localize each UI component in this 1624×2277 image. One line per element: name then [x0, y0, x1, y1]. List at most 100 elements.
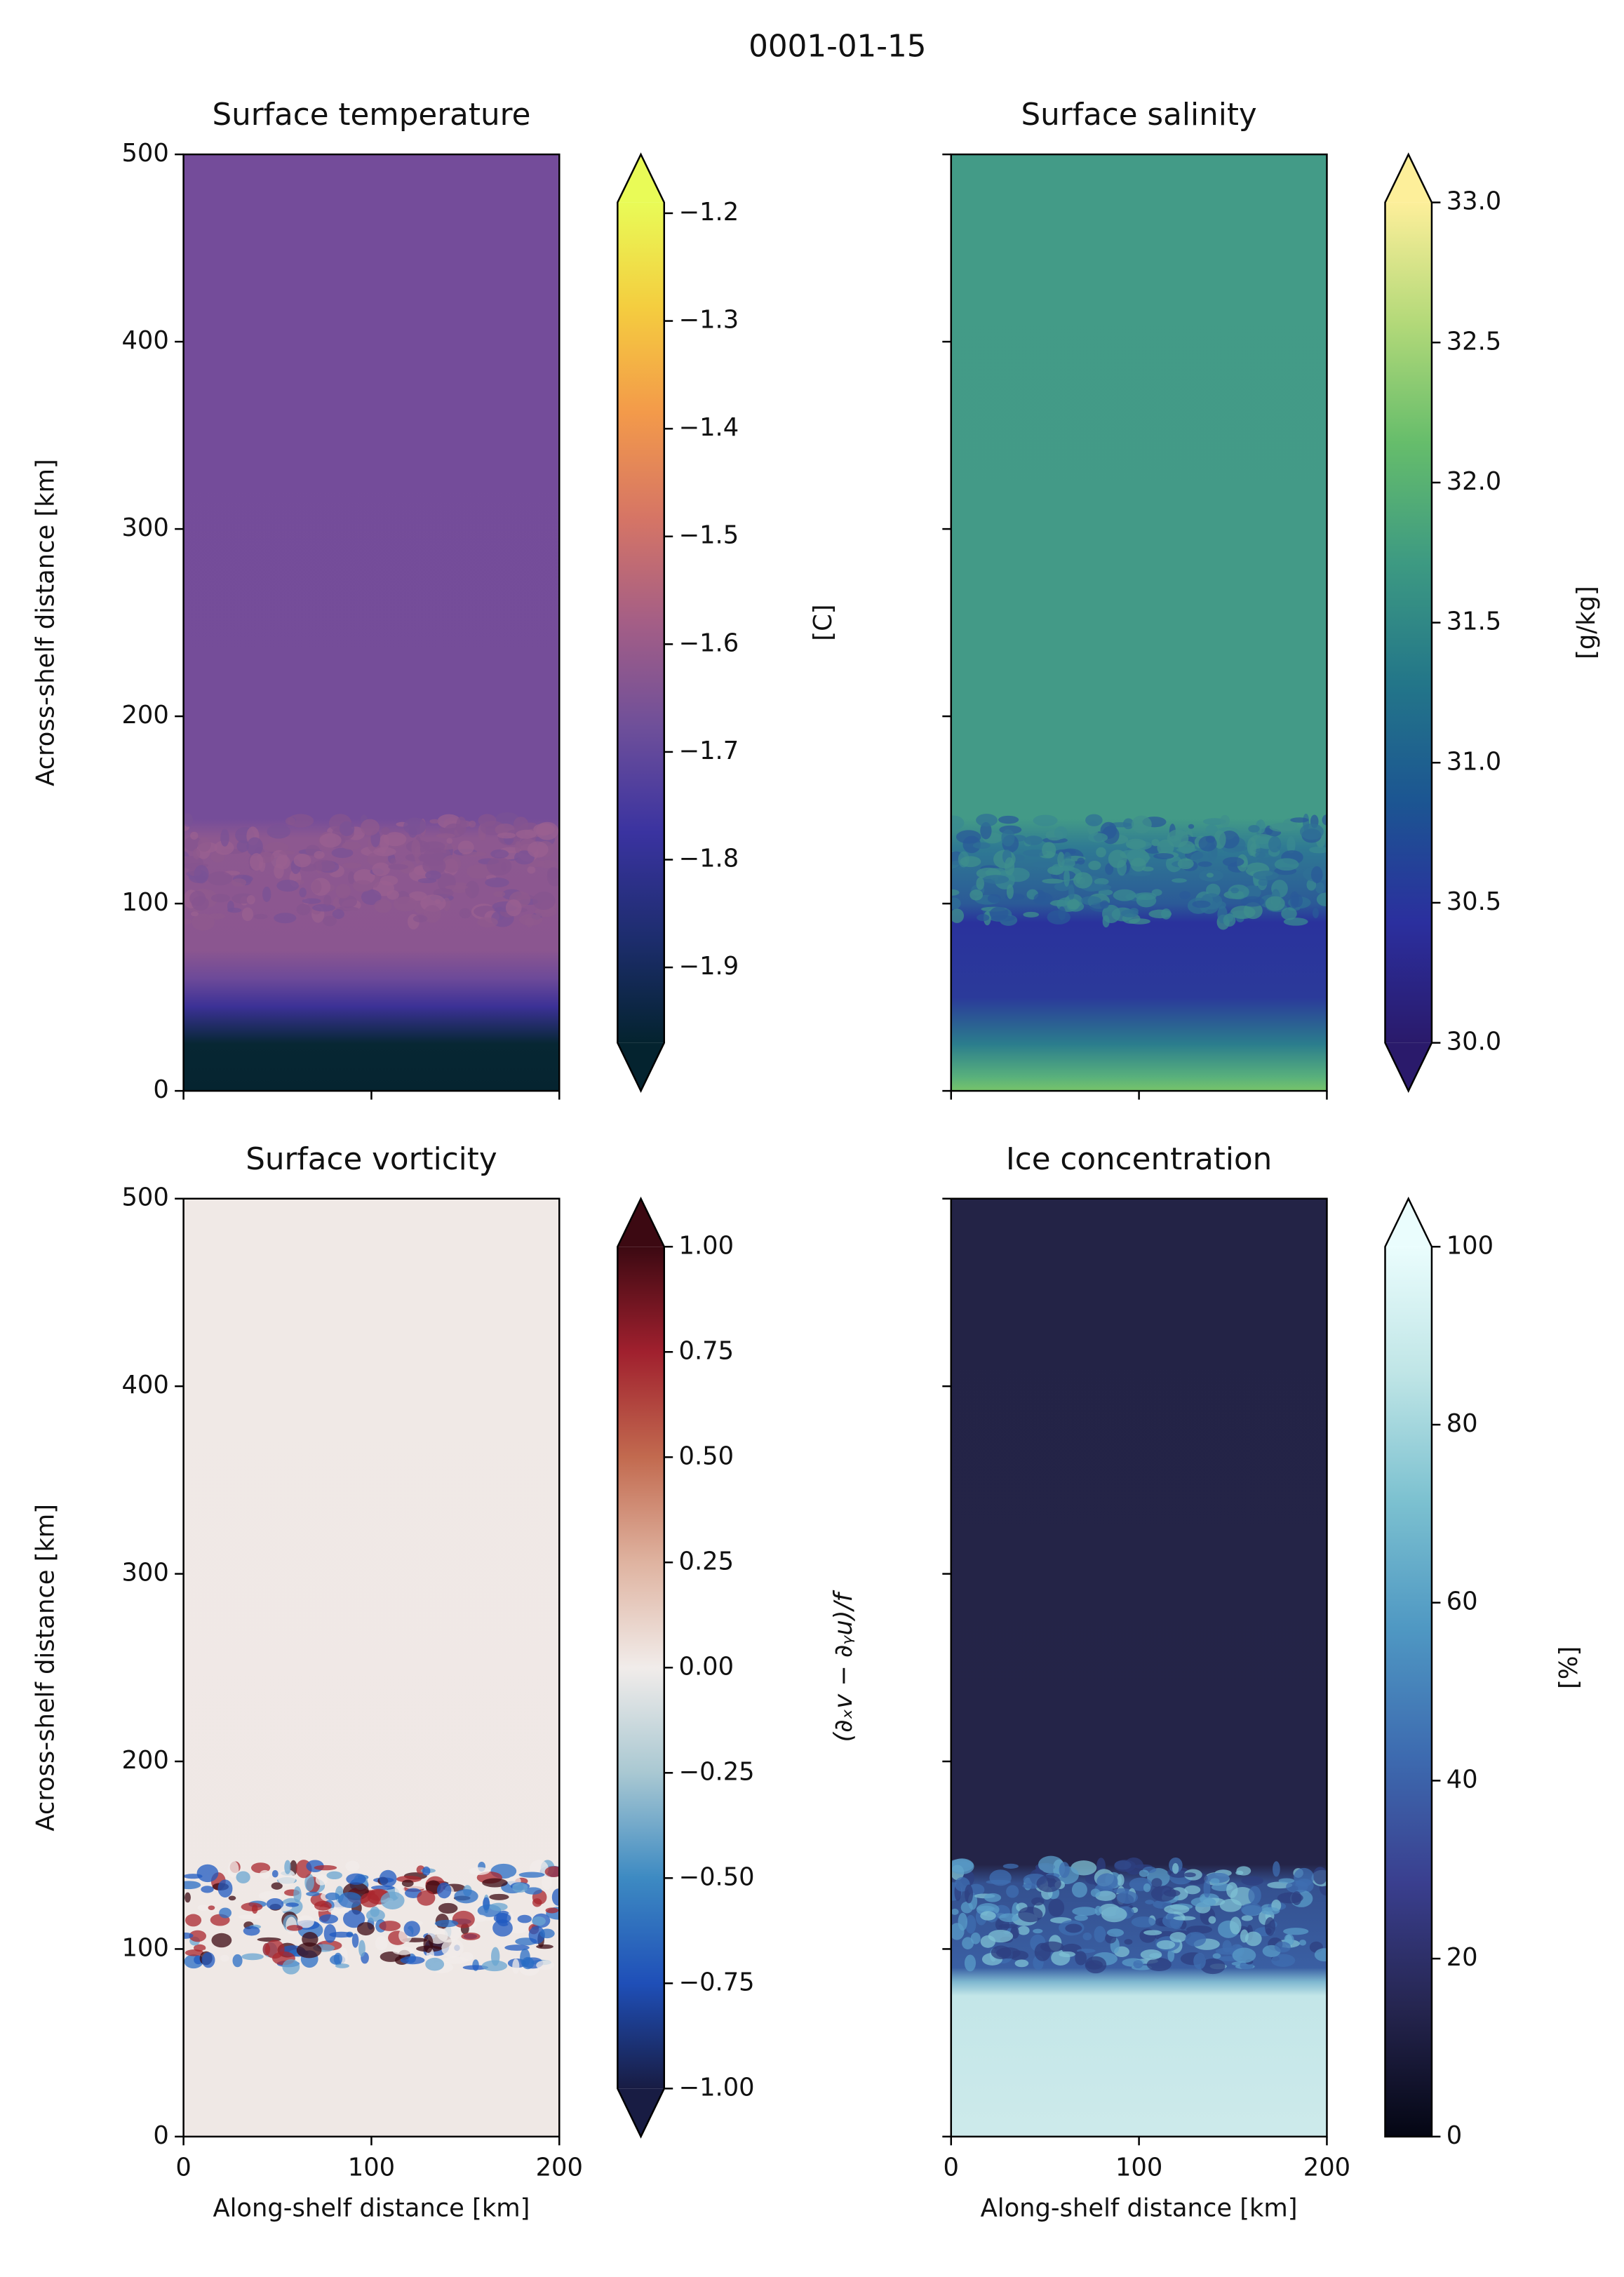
eddy [1075, 1951, 1087, 1966]
eddy [445, 885, 469, 890]
cbar-tick-label: 100 [1447, 1231, 1494, 1260]
cbar-label: [g/kg] [1572, 586, 1601, 659]
cbar-extend-max [617, 1198, 664, 1247]
eddy [486, 857, 512, 876]
eddy [1274, 1941, 1291, 1953]
eddy [1146, 1957, 1172, 1972]
eddy [1248, 1886, 1261, 1905]
eddy [348, 871, 355, 885]
eddy [393, 896, 417, 912]
eddy [356, 1922, 375, 1936]
field [183, 1198, 560, 2137]
eddy [412, 915, 428, 922]
eddy [1087, 833, 1108, 842]
eddy [434, 899, 441, 904]
eddy-band [951, 813, 1327, 930]
cbar-label: [%] [1555, 1646, 1583, 1689]
eddy [1255, 852, 1266, 859]
eddy [1188, 824, 1195, 829]
eddy [1241, 1915, 1253, 1921]
eddy [1033, 814, 1058, 826]
cbar-extend-min [617, 1042, 664, 1092]
eddy [1139, 1869, 1149, 1877]
eddy [1048, 1898, 1065, 1917]
eddy [1212, 1953, 1221, 1959]
eddy [1117, 1874, 1125, 1886]
eddy [183, 813, 193, 827]
eddy [1033, 861, 1053, 868]
eddy [189, 875, 208, 880]
eddy-band [183, 1860, 560, 1976]
cbar-tick-label: 30.5 [1447, 887, 1502, 916]
eddy [185, 1914, 202, 1927]
eddy [962, 1937, 974, 1949]
eddy [296, 1942, 322, 1959]
eddy [960, 856, 981, 868]
y-tick-label: 200 [121, 701, 168, 730]
eddy [190, 911, 199, 917]
eddy [1036, 1874, 1061, 1893]
eddy [345, 1860, 360, 1872]
eddy [1082, 1932, 1092, 1940]
eddy [1129, 871, 1151, 877]
eddy [473, 1914, 487, 1922]
eddy [1124, 1939, 1133, 1945]
eddy [279, 850, 295, 855]
eddy [1143, 1883, 1151, 1893]
eddy [1085, 1956, 1107, 1974]
eddy [315, 1874, 328, 1886]
eddy [459, 908, 471, 919]
x-tick-label: 100 [1115, 2154, 1162, 2182]
eddy [208, 913, 226, 920]
eddy [493, 891, 506, 897]
panel: Surface vorticity 0 100 200 0 100 200 300 400 500… [31, 1142, 858, 2223]
eddy [1017, 1926, 1030, 1935]
cbar-outline [1384, 1196, 1433, 2138]
eddy [231, 878, 247, 887]
eddy [1065, 1923, 1082, 1933]
eddy [408, 891, 427, 901]
eddy [999, 1913, 1019, 1922]
cbar-tick-label: 31.0 [1447, 747, 1502, 776]
eddy [1125, 838, 1146, 849]
colorbar [617, 202, 664, 1043]
eddy [1074, 1914, 1088, 1921]
eddy [996, 1947, 1021, 1959]
eddy [335, 1963, 350, 1968]
eddy [241, 1902, 263, 1912]
eddy [313, 859, 335, 872]
cbar-tick-label: −0.75 [679, 1968, 755, 1996]
eddy [284, 1860, 291, 1874]
eddy [299, 887, 307, 898]
x-tick-label: 200 [536, 2154, 583, 2182]
eddy [1230, 906, 1256, 920]
eddy [1042, 842, 1056, 859]
eddy [1291, 894, 1303, 908]
eddy [388, 864, 408, 870]
eddy [1258, 878, 1268, 886]
eddy [241, 1953, 264, 1961]
eddy [403, 1921, 420, 1937]
eddy [1269, 822, 1295, 832]
x-axis-label: Along-shelf distance [km] [213, 2194, 530, 2223]
eddy [383, 832, 407, 847]
eddy [1140, 1949, 1162, 1960]
eddy [512, 1959, 520, 1974]
eddy [401, 1879, 414, 1887]
eddy [267, 824, 291, 839]
cbar-tick-label: 32.5 [1447, 327, 1502, 356]
eddy [532, 1916, 546, 1926]
eddy [542, 1874, 552, 1890]
eddy [387, 889, 399, 900]
field [951, 154, 1327, 1092]
eddy [183, 1881, 201, 1890]
cbar-tick-label: 40 [1447, 1765, 1478, 1794]
eddy [1151, 839, 1160, 847]
eddy [189, 890, 206, 906]
eddy [539, 1928, 555, 1939]
eddy [258, 1891, 282, 1901]
eddy [262, 886, 271, 902]
eddy-band [183, 812, 560, 931]
eddy [311, 880, 322, 894]
